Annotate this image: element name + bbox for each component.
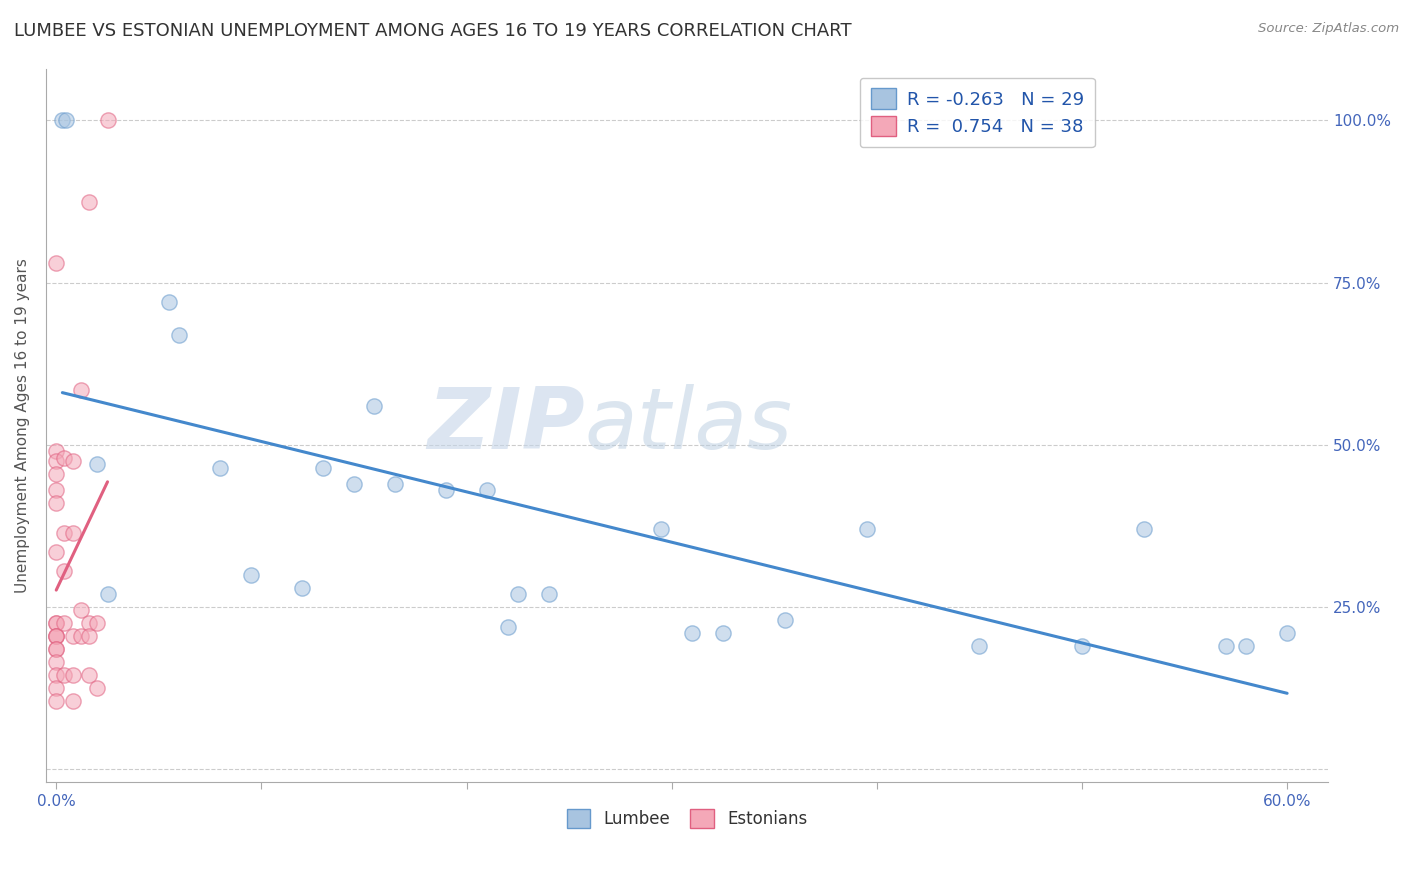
Point <box>773 613 796 627</box>
Point <box>96 113 118 128</box>
Point <box>45 642 67 657</box>
Point <box>86 458 108 472</box>
Point <box>240 567 263 582</box>
Point <box>45 629 67 643</box>
Text: LUMBEE VS ESTONIAN UNEMPLOYMENT AMONG AGES 16 TO 19 YEARS CORRELATION CHART: LUMBEE VS ESTONIAN UNEMPLOYMENT AMONG AG… <box>14 22 852 40</box>
Point <box>96 587 118 601</box>
Point <box>496 619 519 633</box>
Point <box>45 616 67 631</box>
Point <box>77 616 100 631</box>
Point <box>53 668 76 682</box>
Point <box>969 639 991 653</box>
Point <box>62 694 84 708</box>
Point <box>77 629 100 643</box>
Legend: Lumbee, Estonians: Lumbee, Estonians <box>560 802 814 835</box>
Point <box>681 626 703 640</box>
Point <box>537 587 560 601</box>
Point <box>70 383 93 397</box>
Point <box>384 476 406 491</box>
Text: Source: ZipAtlas.com: Source: ZipAtlas.com <box>1258 22 1399 36</box>
Point <box>86 681 108 696</box>
Text: atlas: atlas <box>585 384 793 467</box>
Point <box>157 295 180 310</box>
Point <box>62 454 84 468</box>
Point <box>291 581 314 595</box>
Point <box>1234 639 1257 653</box>
Point <box>45 496 67 510</box>
Point <box>45 668 67 682</box>
Point <box>45 454 67 468</box>
Point <box>312 460 335 475</box>
Point <box>86 616 108 631</box>
Point <box>209 460 232 475</box>
Point <box>1132 522 1154 536</box>
Point <box>45 655 67 669</box>
Point <box>77 194 100 209</box>
Point <box>475 483 498 498</box>
Point <box>45 616 67 631</box>
Point <box>1071 639 1094 653</box>
Point <box>53 565 76 579</box>
Point <box>363 399 385 413</box>
Point <box>53 450 76 465</box>
Point <box>62 668 84 682</box>
Point <box>506 587 529 601</box>
Y-axis label: Unemployment Among Ages 16 to 19 years: Unemployment Among Ages 16 to 19 years <box>15 258 30 593</box>
Point <box>855 522 877 536</box>
Point <box>650 522 672 536</box>
Point <box>45 467 67 482</box>
Point <box>55 113 77 128</box>
Point <box>62 525 84 540</box>
Point <box>53 525 76 540</box>
Point <box>45 483 67 498</box>
Point <box>343 476 366 491</box>
Point <box>1215 639 1237 653</box>
Point <box>70 629 93 643</box>
Point <box>70 603 93 617</box>
Point <box>45 629 67 643</box>
Point <box>1275 626 1298 640</box>
Point <box>45 642 67 657</box>
Point <box>45 629 67 643</box>
Point <box>77 668 100 682</box>
Point <box>45 256 67 270</box>
Point <box>169 327 191 342</box>
Point <box>711 626 734 640</box>
Point <box>45 694 67 708</box>
Text: ZIP: ZIP <box>427 384 585 467</box>
Point <box>45 545 67 559</box>
Point <box>62 629 84 643</box>
Point <box>45 681 67 696</box>
Point <box>53 616 76 631</box>
Point <box>434 483 457 498</box>
Point <box>51 113 73 128</box>
Point <box>45 444 67 458</box>
